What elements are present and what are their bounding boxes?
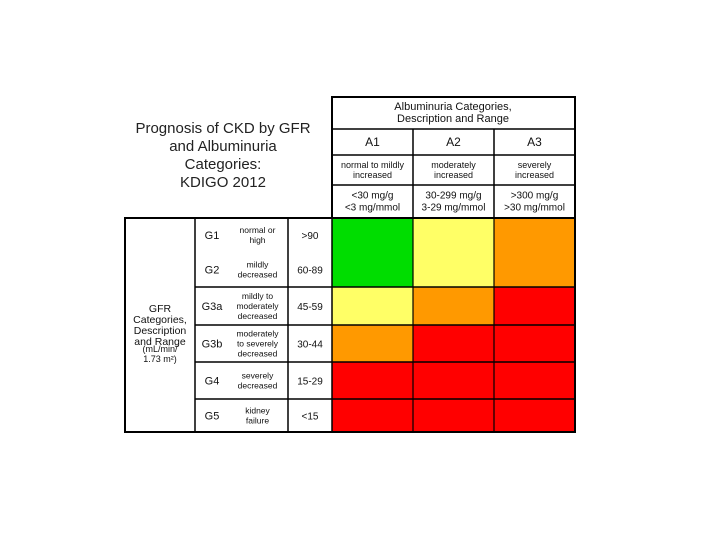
title-line: and Albuminuria <box>169 138 277 155</box>
gfr-code: G3b <box>202 339 223 351</box>
gfr-description: decreased <box>238 311 278 321</box>
gfr-range: 15-29 <box>297 377 323 388</box>
gfr-description: moderately <box>236 328 279 338</box>
albuminuria-range: 3-29 mg/mmol <box>422 203 486 214</box>
gfr-description: decreased <box>238 348 278 358</box>
albuminuria-code: A3 <box>527 135 542 149</box>
risk-cell <box>413 252 494 287</box>
gfr-description: kidney <box>245 405 270 415</box>
gfr-units-text: 1.73 m²) <box>143 354 177 364</box>
risk-cell <box>494 252 575 287</box>
title-line: KDIGO 2012 <box>180 174 266 191</box>
gfr-range: 60-89 <box>297 266 323 277</box>
risk-cell <box>494 399 575 432</box>
gfr-header-text: Description <box>134 325 187 337</box>
risk-cell <box>494 218 575 252</box>
gfr-code: G5 <box>205 411 220 423</box>
risk-cell <box>413 218 494 252</box>
albuminuria-range: 30-299 mg/g <box>425 191 481 202</box>
gfr-range: <15 <box>302 412 319 423</box>
gfr-range: >90 <box>302 231 319 242</box>
gfr-range: 30-44 <box>297 340 323 351</box>
gfr-code: G4 <box>205 376 220 388</box>
gfr-header-text: and Range <box>134 336 186 348</box>
risk-cell <box>413 325 494 362</box>
risk-cell <box>413 399 494 432</box>
title-line: Prognosis of CKD by GFR <box>135 120 311 137</box>
gfr-description: moderately <box>236 301 279 311</box>
gfr-code: G3a <box>202 301 224 313</box>
chart-title: Prognosis of CKD by GFR and Albuminuria … <box>118 120 328 192</box>
gfr-description: decreased <box>238 380 278 390</box>
gfr-description: to severely <box>237 338 279 348</box>
gfr-units-text: (mL/min/ <box>142 344 178 354</box>
albuminuria-header-text: Description and Range <box>397 113 509 125</box>
risk-cell <box>332 325 413 362</box>
risk-cell <box>332 287 413 325</box>
risk-cell <box>413 287 494 325</box>
albuminuria-description: severely <box>518 160 552 170</box>
gfr-range: 45-59 <box>297 302 323 313</box>
albuminuria-description: increased <box>353 170 392 180</box>
albuminuria-code: A1 <box>365 135 380 149</box>
risk-cell <box>332 399 413 432</box>
gfr-description: mildly <box>247 259 269 269</box>
albuminuria-description: increased <box>515 170 554 180</box>
gfr-header-text: Categories, <box>133 314 187 326</box>
gfr-description: high <box>249 235 265 245</box>
risk-cell <box>332 362 413 399</box>
albuminuria-code: A2 <box>446 135 461 149</box>
albuminuria-description: increased <box>434 170 473 180</box>
gfr-code: G1 <box>205 230 220 242</box>
risk-cell <box>332 218 413 252</box>
albuminuria-range: >300 mg/g <box>511 191 559 202</box>
gfr-description: decreased <box>238 269 278 279</box>
risk-cell <box>494 287 575 325</box>
gfr-description: failure <box>246 415 269 425</box>
gfr-code: G2 <box>205 265 220 277</box>
risk-cell <box>494 325 575 362</box>
risk-cell <box>332 252 413 287</box>
albuminuria-header-text: Albuminuria Categories, <box>394 101 511 113</box>
gfr-header-text: GFR <box>149 303 172 315</box>
albuminuria-range: >30 mg/mmol <box>504 203 565 214</box>
albuminuria-range: <30 mg/g <box>352 191 394 202</box>
albuminuria-description: normal to mildly <box>341 160 405 170</box>
gfr-description: mildly to <box>242 291 273 301</box>
title-line: Categories: <box>184 156 262 173</box>
gfr-description: normal or <box>240 225 276 235</box>
albuminuria-range: <3 mg/mmol <box>345 203 400 214</box>
risk-cell <box>494 362 575 399</box>
albuminuria-description: moderately <box>431 160 476 170</box>
risk-cell <box>413 362 494 399</box>
gfr-description: severely <box>242 370 274 380</box>
